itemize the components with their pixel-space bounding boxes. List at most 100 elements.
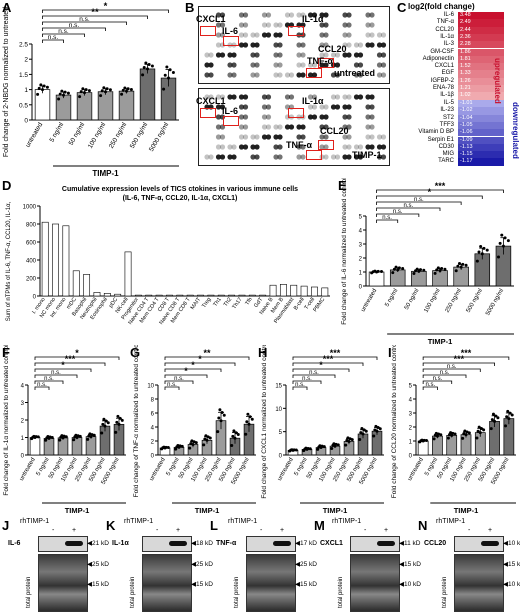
blot-treatment-label: rhTIMP-1 [332,518,362,525]
array-spot [231,72,237,78]
heatmap-row: CCL20 2.44 [406,26,506,35]
array-spot [376,134,383,140]
blot-total-protein-label: total protein [130,576,136,608]
array-spot [284,72,291,78]
array-spot [219,12,226,18]
array-spot [342,144,348,150]
A-point [84,88,88,92]
blot-band [169,541,187,546]
A-xgroup-label: TIMP-1 [92,169,119,178]
d-bar [269,284,277,297]
array-spot [250,42,256,48]
F-ylabel: Fold change of IL-1α normalized to untre… [3,345,10,496]
array-spot [238,124,245,130]
upregulated-label: upregulated [493,58,502,104]
F-point [103,424,107,428]
A-ytick-label: 2.5 [19,42,28,49]
blot-total-protein-label: total protein [442,576,448,608]
heatmap-row: MIG -1.15 [406,151,506,159]
heatmap-cell: 2.36 [458,33,504,42]
I-point [490,418,494,422]
array-spot [365,124,371,130]
G-point [218,408,222,412]
heatmap-cell: -1.17 [458,158,504,166]
array-spot [284,12,291,18]
array-spot [296,134,302,140]
array-spot [319,124,325,130]
G-point [208,436,212,440]
blot-upper-membrane [38,536,88,552]
I-sig-bracket [422,362,495,366]
array-spot [208,52,214,58]
E-point [436,266,440,270]
d-category-label: B-cell [293,297,306,312]
array-spot [357,94,364,100]
blot-minus-label: - [364,527,367,534]
F-point [116,414,120,418]
H-point [374,424,378,428]
heatmap-cell: 2.49 [458,19,504,27]
array-spot [296,52,302,58]
array-spot [307,114,314,120]
array-spot [231,144,237,150]
G-point [230,443,234,447]
panel-label-a: A [2,0,12,15]
array-spot [346,12,352,18]
G-sig-label: n.s. [174,376,184,382]
F-ytick-label: 1 [21,436,25,442]
array-spot [273,62,279,68]
array-spot [261,22,268,28]
F-sig-label: n.s. [51,370,61,376]
I-sig-bracket [422,380,453,384]
A-point [141,73,145,77]
I-point [446,436,450,440]
E-point [457,261,461,265]
I-sig-label: n.s. [433,376,443,382]
array-spot [346,154,352,160]
d-category-label: Tfh [244,297,253,307]
I-sig-label: n.s. [425,382,435,388]
I-sig-label: *** [461,348,472,358]
d-bar [93,292,101,297]
I-point [475,436,479,440]
A-bar [139,68,156,121]
array-box-tnfa-bot [306,150,322,160]
E-point [414,269,418,273]
array-spot [254,52,260,58]
d-bar [207,294,215,297]
H-sig-label: *** [330,348,341,358]
I-ytick-label: 1 [409,440,413,446]
chart-a: 0 0.5 1 1.5 2 2.5 untreated 5 ng/ml 50 ng/ml 100 … [3,1,179,178]
array-spot [376,52,383,58]
blot-protein-label: CXCL1 [320,540,343,547]
A-point [167,76,170,80]
array-spot [254,144,260,150]
d-bar [290,284,298,297]
G-sig-bracket [164,362,236,366]
array-spot [254,134,260,140]
E-sig-bracket [376,201,462,205]
blot-marker-upper: ◀25 kD [295,561,317,568]
array-spot [296,144,302,150]
array-spot [380,154,387,160]
A-ylabel: Fold change of 2-NBDG normalized to untr… [3,7,10,157]
heatmap-row-name: IL-1α [440,33,454,40]
blot-marker-lower: ◀15 kD [191,581,213,588]
E-ytick-label: 1 [359,271,363,277]
array-spot [319,42,325,48]
F-point [47,436,51,440]
d-bar [103,293,111,297]
E-category-label: 250 ng/ml [444,288,462,314]
d-category-label: Th1 [213,297,223,308]
heatmap-row-name: Adiponectin [422,55,454,62]
G-sig-bracket [164,380,194,384]
array-spot [323,62,329,68]
d-ytick-label: 400 [26,259,37,265]
A-category-label: 500 ng/ml [129,121,150,150]
I-point [496,416,500,420]
heatmap-cell: -1.09 [458,136,504,144]
heatmap-cell: 2.44 [458,26,504,34]
d-bar [114,293,122,297]
